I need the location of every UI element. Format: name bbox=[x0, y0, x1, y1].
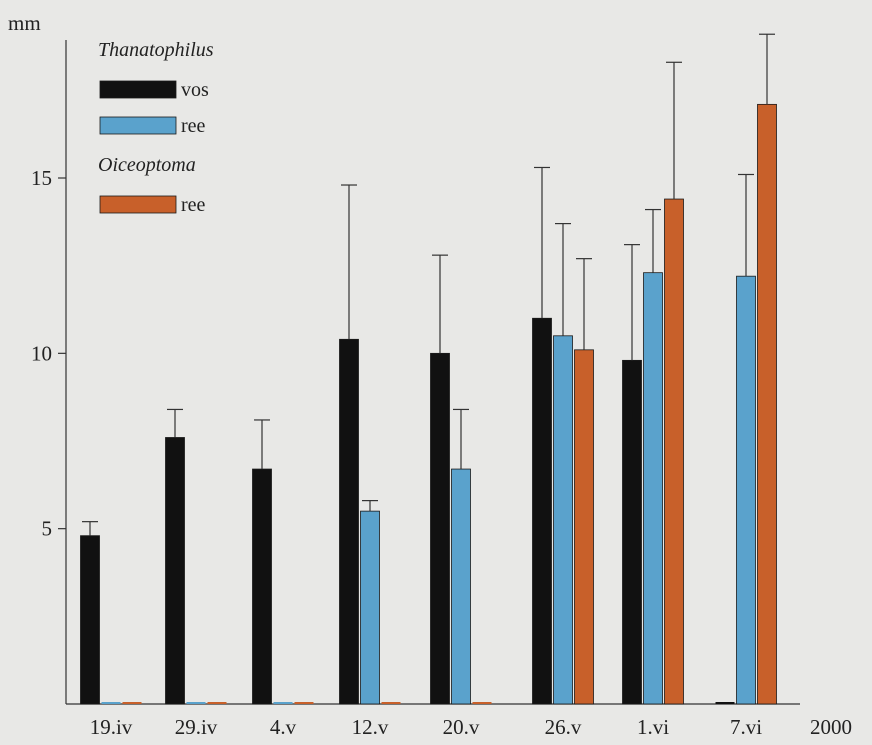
y-tick-label: 15 bbox=[31, 166, 52, 190]
bar-zero bbox=[122, 702, 142, 704]
bar bbox=[532, 317, 552, 705]
bar bbox=[80, 535, 100, 705]
bar bbox=[622, 359, 642, 705]
bar-zero bbox=[294, 702, 314, 704]
legend-label: vos bbox=[181, 79, 209, 101]
bar-zero bbox=[381, 702, 401, 704]
tick-labels: 5 10 15 19.iv 29.iv 4.v 12.v 20.v 26.v 1.vi 7.vi bbox=[31, 166, 762, 739]
legend-swatch bbox=[99, 116, 177, 135]
bar bbox=[736, 275, 756, 705]
bar-zero bbox=[715, 702, 735, 704]
x-tick-label: 20.v bbox=[443, 715, 480, 739]
bar bbox=[451, 468, 471, 705]
bar bbox=[643, 272, 663, 705]
x-tick-label: 12.v bbox=[352, 715, 389, 739]
bar bbox=[252, 468, 272, 705]
legend-group-title: Oiceoptoma bbox=[98, 154, 196, 176]
bar-zero bbox=[207, 702, 227, 704]
bars bbox=[80, 103, 777, 705]
bar-zero bbox=[273, 702, 293, 704]
error-bars bbox=[82, 33, 775, 536]
bar-zero bbox=[186, 702, 206, 704]
bar bbox=[757, 103, 777, 705]
y-tick-label: 10 bbox=[31, 341, 52, 365]
x-tick-label: 4.v bbox=[270, 715, 297, 739]
bar bbox=[165, 437, 185, 705]
y-axis-label: mm bbox=[8, 11, 41, 35]
legend-swatch bbox=[99, 195, 177, 214]
bar bbox=[664, 198, 684, 705]
x-tick-label: 19.iv bbox=[90, 715, 133, 739]
legend-swatch bbox=[99, 80, 177, 99]
x-tick-label: 7.vi bbox=[730, 715, 762, 739]
bar bbox=[339, 338, 359, 705]
x-tick-label: 29.iv bbox=[175, 715, 218, 739]
x-axis-extra-label: 2000 bbox=[810, 715, 852, 739]
legend-label: ree bbox=[181, 194, 206, 216]
x-tick-label: 1.vi bbox=[637, 715, 669, 739]
x-tick-label: 26.v bbox=[545, 715, 582, 739]
bar-zero bbox=[101, 702, 121, 704]
bar bbox=[553, 335, 573, 705]
bar bbox=[574, 349, 594, 705]
bar-zero bbox=[472, 702, 492, 704]
legend-group-title: Thanatophilus bbox=[98, 39, 214, 61]
legend-label: ree bbox=[181, 115, 206, 137]
bar bbox=[360, 510, 380, 705]
legend: Thanatophilus vos ree Oiceoptoma ree bbox=[98, 39, 214, 216]
bar bbox=[430, 352, 450, 705]
y-tick-label: 5 bbox=[42, 517, 53, 541]
